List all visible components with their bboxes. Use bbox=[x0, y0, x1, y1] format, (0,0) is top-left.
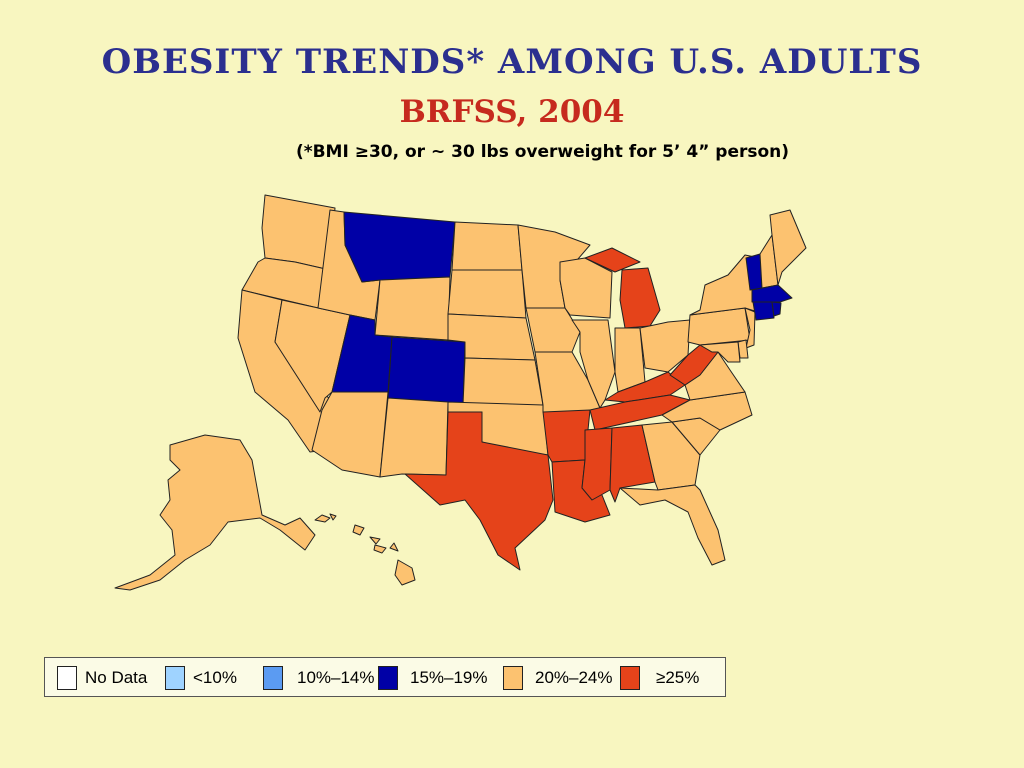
state-AK bbox=[114, 434, 316, 591]
legend-label: ≥25% bbox=[656, 668, 700, 687]
legend-swatch bbox=[503, 666, 523, 690]
state-RI bbox=[771, 301, 782, 317]
state-IN bbox=[614, 327, 646, 393]
state-WY bbox=[374, 276, 451, 341]
legend-swatch bbox=[620, 666, 640, 690]
state-MD bbox=[699, 341, 741, 363]
legend-swatch bbox=[378, 666, 398, 690]
state-IA bbox=[525, 307, 581, 353]
legend-label: 15%–19% bbox=[410, 668, 488, 687]
legend-label: 10%–14% bbox=[297, 668, 375, 687]
legend-item-ge25: ≥25% bbox=[620, 666, 699, 690]
state-TX bbox=[404, 411, 554, 571]
legend-swatch bbox=[263, 666, 283, 690]
legend-label: 20%–24% bbox=[535, 668, 613, 687]
state-NM bbox=[379, 397, 449, 478]
state-HI bbox=[314, 513, 416, 586]
state-NJ bbox=[744, 307, 756, 349]
state-AR bbox=[542, 409, 591, 463]
legend: No Data <10% 10%–14% 15%–19% 20%–24% ≥25… bbox=[44, 657, 726, 697]
state-AZ bbox=[311, 391, 389, 478]
bmi-note: (*BMI ≥30, or ~ 30 lbs overweight for 5’… bbox=[295, 142, 790, 162]
legend-label: No Data bbox=[85, 668, 148, 687]
state-MT bbox=[343, 211, 456, 283]
legend-label: <10% bbox=[193, 668, 237, 687]
legend-item-15-19: 15%–19% bbox=[378, 666, 488, 690]
state-ND bbox=[451, 221, 523, 271]
us-obesity-map bbox=[114, 194, 807, 591]
legend-item-no-data: No Data bbox=[57, 666, 147, 690]
state-MA bbox=[751, 284, 793, 303]
page-subtitle-year: BRFSS, 2004 bbox=[399, 94, 625, 130]
state-CT bbox=[752, 301, 775, 321]
state-FL bbox=[619, 484, 726, 566]
legend-swatch bbox=[57, 666, 77, 690]
legend-item-20-24: 20%–24% bbox=[503, 666, 613, 690]
legend-item-10-14: 10%–14% bbox=[263, 666, 375, 690]
state-MS bbox=[581, 427, 613, 501]
state-KS bbox=[462, 357, 544, 406]
state-SD bbox=[447, 269, 527, 319]
page-title: Obesity Trends* Among U.S. Adults bbox=[101, 42, 923, 82]
state-CO bbox=[387, 336, 466, 406]
legend-swatch bbox=[165, 666, 185, 690]
legend-item-lt10: <10% bbox=[165, 666, 237, 690]
